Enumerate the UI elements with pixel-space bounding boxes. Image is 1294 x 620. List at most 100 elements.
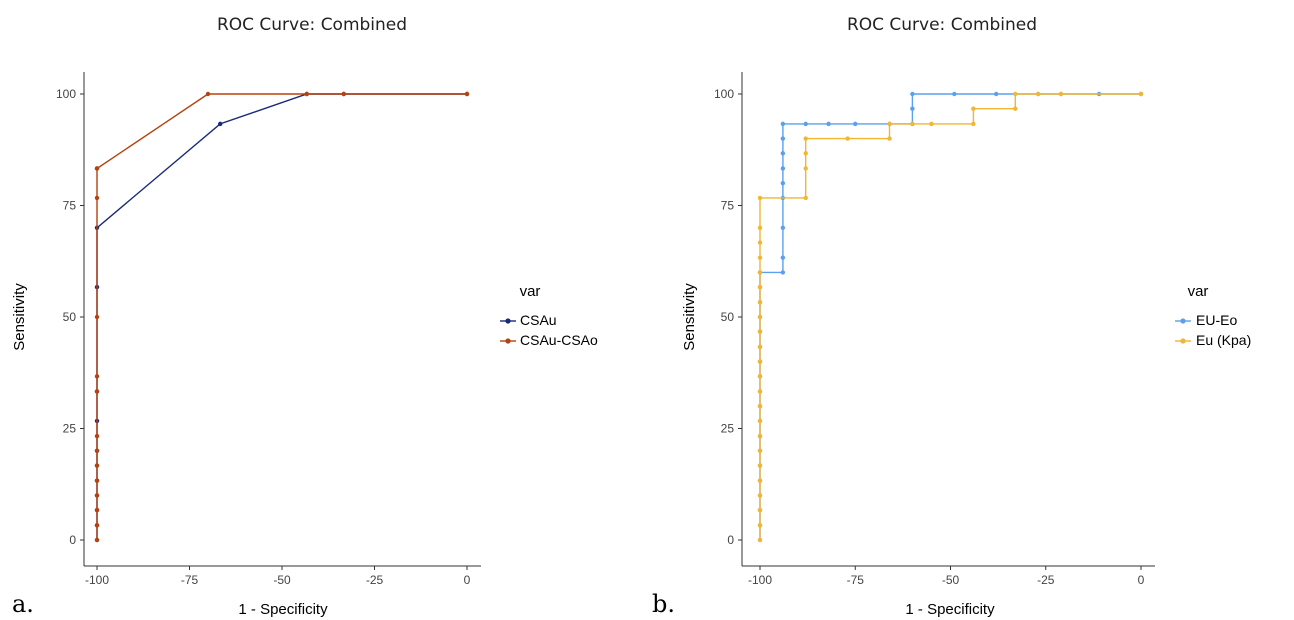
panel-a-legend-key-dot-csau-csao: [505, 338, 511, 344]
panel-a-point-csau-csao: [304, 91, 309, 97]
panel-b-point-eu-eo: [780, 151, 786, 156]
panel-b-series-line-eu-kpa: [759, 93, 1141, 540]
panel-b-point-eu-kpa: [757, 300, 763, 305]
panel-b-point-eu-kpa: [757, 448, 763, 453]
panel-b-point-eu-kpa: [803, 195, 808, 201]
panel-b-point-eu-kpa: [887, 121, 892, 127]
panel-b-point-eu-kpa: [971, 106, 976, 111]
panel-b-point-eu-eo: [910, 106, 915, 111]
panel-b-x-tick-label: -50: [942, 573, 960, 587]
panel-b-legend-key-dot-eu-eo: [1180, 318, 1186, 324]
panel-b-point-eu-kpa: [757, 433, 763, 439]
panel-b-point-eu-kpa: [757, 523, 763, 528]
panel-b-point-eu-eo: [780, 166, 786, 171]
panel-b-point-eu-kpa: [757, 463, 763, 468]
panel-b-title: ROC Curve: Combined: [847, 15, 1037, 35]
panel-b-y-tick-label: 100: [714, 87, 734, 101]
panel-b-point-eu-kpa: [757, 255, 763, 260]
panel-a-y-tick-label: 100: [56, 87, 76, 101]
panel-b-x-tick-label: 0: [1138, 573, 1145, 587]
panel-b-y-axis-title: Sensitivity: [681, 283, 698, 351]
panel-a-series-line-csau-csao: [96, 93, 467, 540]
panel-b-point-eu-kpa: [803, 166, 808, 171]
panel-a-point-csau-csao: [205, 91, 211, 97]
panel-a-point-csau-csao: [94, 537, 100, 543]
panel-b-y-tick-label: 0: [727, 533, 734, 547]
panel-b-point-eu-kpa: [1035, 91, 1041, 97]
panel-a: ROC Curve: Combined a. 1 - Specificity S…: [11, 15, 598, 618]
panel-b-point-eu-eo: [780, 225, 786, 230]
panel-a-legend-label-csau-csao: CSAu-CSAo: [520, 332, 598, 348]
panel-b-point-eu-eo: [994, 91, 999, 97]
panel-a-point-csau: [218, 121, 223, 127]
panel-b-point-eu-eo: [780, 270, 786, 275]
panel-b-point-eu-kpa: [929, 121, 934, 127]
panel-b-point-eu-eo: [780, 136, 786, 141]
panel-a-label: a.: [12, 590, 34, 618]
panel-a-legend-title: var: [520, 283, 541, 300]
panel-b-point-eu-eo: [952, 91, 957, 97]
panel-b-point-eu-kpa: [757, 374, 763, 379]
panel-b-y-tick-label: 75: [721, 199, 735, 213]
panel-b-point-eu-kpa: [757, 418, 763, 424]
panel-b: ROC Curve: Combined b. 1 - Specificity S…: [652, 15, 1251, 618]
panel-b-point-eu-kpa: [757, 225, 763, 230]
panel-a-point-csau-csao: [94, 314, 100, 320]
panel-a-legend-label-csau: CSAu: [520, 312, 557, 328]
panel-b-point-eu-kpa: [757, 389, 763, 394]
panel-a-x-tick-label: -100: [85, 573, 109, 587]
panel-a-point-csau-csao: [94, 389, 100, 394]
panel-b-point-eu-kpa: [971, 121, 976, 127]
panel-a-point-csau-csao: [94, 463, 100, 468]
panel-b-point-eu-kpa: [1013, 91, 1018, 97]
panel-b-point-eu-kpa: [757, 359, 763, 364]
panel-b-point-eu-kpa: [757, 240, 763, 245]
panel-a-y-tick-label: 25: [63, 422, 77, 436]
panel-a-point-csau-csao: [94, 493, 100, 498]
panel-a-y-tick-label: 75: [63, 199, 77, 213]
panel-b-x-axis-title: 1 - Specificity: [905, 601, 995, 618]
panel-a-title: ROC Curve: Combined: [217, 15, 407, 35]
panel-a-point-csau-csao: [94, 478, 100, 483]
panel-b-x-tick-label: -25: [1037, 573, 1055, 587]
panel-b-point-eu-kpa: [757, 314, 763, 320]
panel-a-y-tick-label: 0: [69, 533, 76, 547]
panel-a-point-csau-csao: [94, 374, 100, 379]
panel-b-point-eu-kpa: [803, 151, 808, 156]
panel-a-x-axis-title: 1 - Specificity: [238, 601, 328, 618]
panel-b-point-eu-kpa: [1013, 106, 1018, 111]
panel-a-y-tick-label: 50: [63, 310, 77, 324]
panel-b-label: b.: [652, 590, 675, 618]
panel-b-point-eu-kpa: [845, 136, 850, 141]
panel-a-point-csau-csao: [94, 448, 100, 453]
panel-b-point-eu-eo: [826, 121, 831, 127]
panel-a-point-csau-csao: [94, 507, 100, 513]
panel-b-x-tick-label: -100: [748, 573, 772, 587]
panel-a-point-csau-csao: [94, 166, 100, 171]
panel-b-point-eu-kpa: [887, 136, 892, 141]
panel-b-point-eu-kpa: [757, 195, 763, 201]
panel-b-point-eu-kpa: [757, 284, 763, 290]
panel-b-point-eu-kpa: [1138, 91, 1144, 97]
panel-a-legend-key-dot-csau: [505, 318, 511, 324]
panel-b-series-line-eu-eo: [759, 93, 1141, 540]
panel-b-legend-label-eu-kpa: Eu (Kpa): [1196, 332, 1251, 348]
panel-b-point-eu-kpa: [757, 270, 763, 275]
panel-b-point-eu-kpa: [757, 537, 763, 543]
panel-b-point-eu-eo: [803, 121, 808, 127]
panel-a-point-csau-csao: [94, 195, 100, 201]
panel-b-point-eu-kpa: [757, 329, 763, 334]
panel-b-legend-title: var: [1188, 283, 1209, 300]
panel-b-point-eu-kpa: [757, 507, 763, 513]
panel-b-legend-label-eu-eo: EU-Eo: [1196, 312, 1237, 328]
panel-a-point-csau-csao: [464, 91, 470, 97]
panel-b-x-tick-label: -75: [847, 573, 865, 587]
panel-b-point-eu-kpa: [910, 121, 915, 127]
panel-a-point-csau-csao: [341, 91, 346, 97]
panel-a-x-tick-label: -75: [181, 573, 199, 587]
panel-b-plot-area: 0 25 50 75 100 -100 -75 -50 -25 0: [714, 72, 1191, 587]
panel-a-x-tick-label: -25: [366, 573, 384, 587]
panel-b-legend-key-dot-eu-kpa: [1180, 338, 1186, 344]
panel-a-plot-area: 0 25 50 75 100 -100 -75 -50 -25 0: [56, 72, 516, 587]
panel-b-point-eu-kpa: [1058, 91, 1064, 97]
